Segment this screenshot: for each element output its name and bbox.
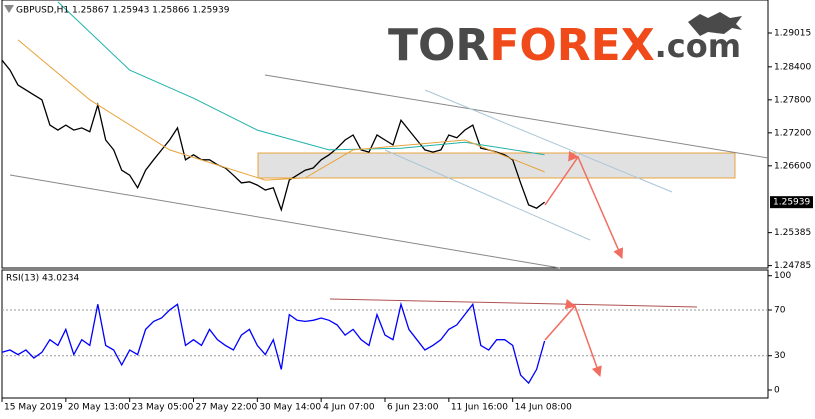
x-tick-label: 4 Jun 07:00	[323, 403, 375, 413]
y-tick-label: 1.27800	[774, 95, 811, 105]
x-tick-label: 11 Jun 16:00	[451, 403, 508, 413]
price-panel	[1, 0, 769, 269]
support-zone	[257, 152, 736, 179]
y-tick-label: 70	[774, 306, 786, 316]
y-tick-label: 1.24785	[774, 261, 811, 271]
rsi-trend-line	[329, 298, 698, 308]
x-tick-label: 23 May 05:00	[132, 403, 194, 413]
y-tick-label: 100	[774, 271, 791, 281]
last-price-label: 1.25939	[773, 198, 810, 208]
watermark-part: FOREX	[489, 20, 654, 71]
chart-title: GBPUSD,H1 1.25867 1.25943 1.25866 1.2593…	[16, 6, 230, 16]
forecast-arrow	[544, 299, 602, 377]
series-line	[1, 59, 545, 212]
logo-bull	[688, 12, 742, 36]
last-price-box	[770, 196, 813, 209]
rsi-title: RSI(13) 43.0234	[6, 274, 79, 284]
series-line	[17, 39, 545, 181]
x-tick-label: 14 Jun 08:00	[515, 403, 572, 413]
channel-line	[9, 174, 561, 269]
watermark-part: TOR	[388, 20, 489, 71]
y-tick-label: 1.29015	[774, 28, 811, 38]
y-tick-label: 1.25385	[774, 228, 811, 238]
x-tick-label: 27 May 22:00	[196, 403, 258, 413]
y-tick-label: 1.28400	[774, 62, 811, 72]
series-line	[57, 1, 545, 156]
x-tick-label: 6 Jun 23:00	[387, 403, 439, 413]
watermark: TORFOREX.com	[388, 20, 741, 71]
x-tick-label: 15 May 2019	[4, 403, 63, 413]
series-line	[1, 301, 546, 385]
symbol-icon	[4, 5, 14, 13]
y-tick-label: 1.26600	[774, 161, 811, 171]
y-tick-label: 0	[774, 386, 780, 396]
y-tick-label: 1.27200	[774, 128, 811, 138]
channel-line	[424, 89, 673, 193]
marks: 1.29015 1.28400 1.27800 1.27200 1.26600 1.253…	[1, 1, 813, 413]
x-tick-label: 30 May 14:00	[259, 403, 321, 413]
y-tick-label: 30	[774, 351, 786, 361]
forecast-arrow	[544, 150, 624, 259]
channel-line	[264, 74, 769, 159]
x-tick-label: 20 May 13:00	[68, 403, 130, 413]
channel-line	[384, 149, 591, 241]
